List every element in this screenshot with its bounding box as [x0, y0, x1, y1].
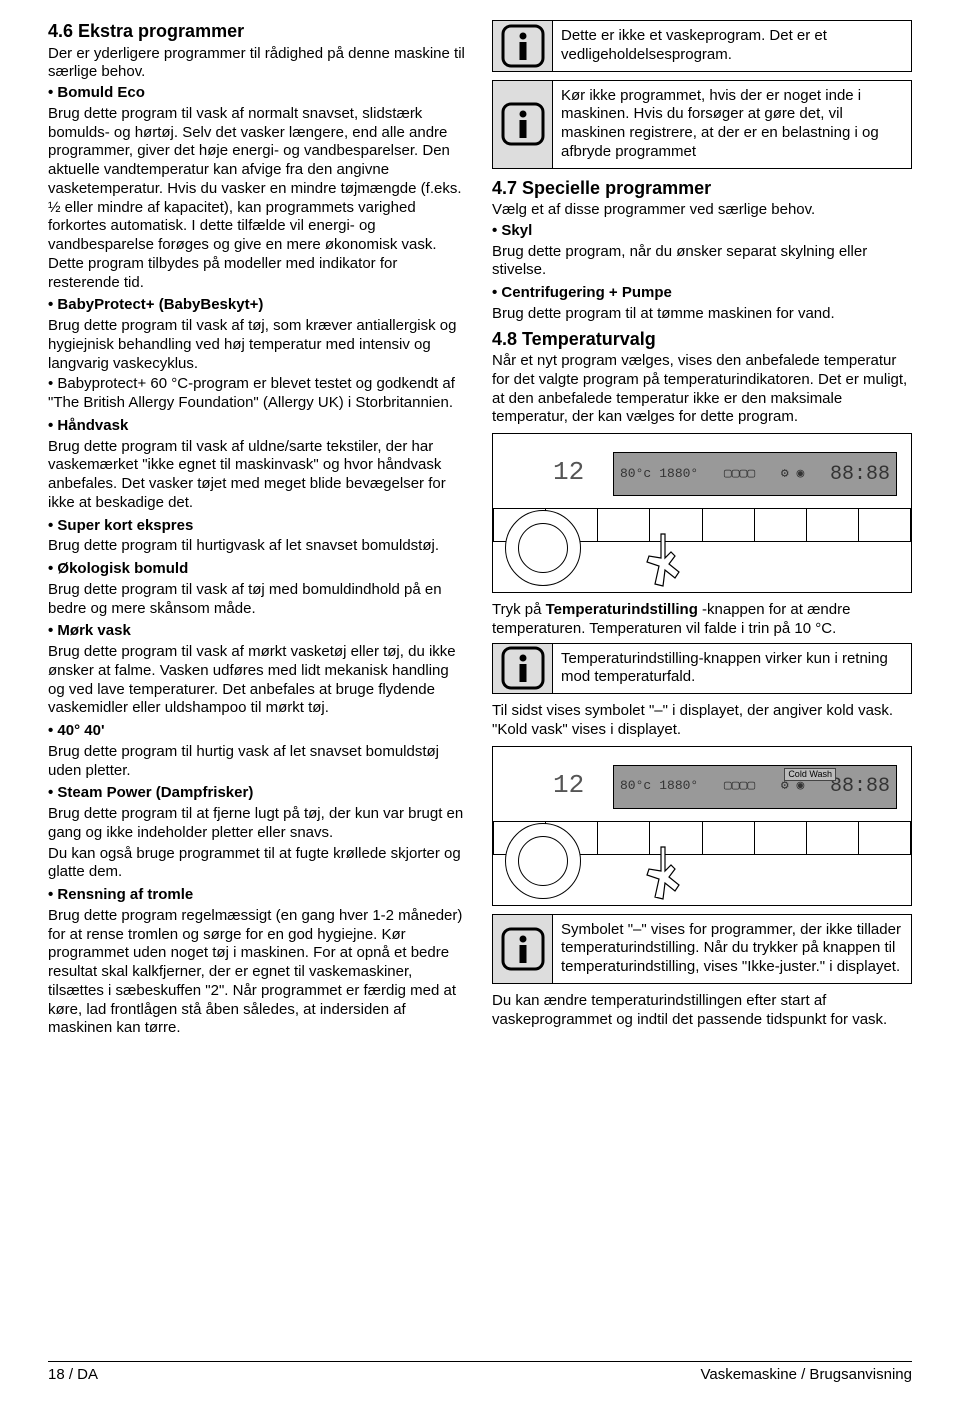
illustration-panel-2: 12 Cold Wash 80°c1880° ▢▢▢▢ ⚙ ◉ 88:88 — [492, 746, 912, 906]
end-paragraph: Du kan ændre temperaturindstillingen eft… — [492, 992, 912, 1030]
okologisk-bomuld-body: Brug dette program til vask af tøj med b… — [48, 581, 468, 619]
cold-wash-label: Cold Wash — [784, 768, 836, 781]
info-icon — [493, 915, 553, 983]
handvask-title: Håndvask — [48, 417, 468, 436]
bomuld-eco-title: Bomuld Eco — [48, 84, 468, 103]
info-text-1: Dette er ikke et vaskeprogram. Det er et… — [553, 21, 911, 71]
40-40-title: 40° 40' — [48, 722, 468, 741]
info-text-3: Temperaturindstilling-knappen virker kun… — [553, 644, 911, 694]
program-dial — [505, 823, 581, 899]
info-icon — [493, 21, 553, 71]
babyprotect-note: Babyprotect+ 60 °C-program er blevet tes… — [48, 375, 455, 411]
babyprotect-body: Brug dette program til vask af tøj, som … — [48, 317, 468, 373]
intro-4-7: Vælg et af disse programmer ved særlige … — [492, 201, 912, 220]
info-icon — [493, 81, 553, 168]
mork-vask-body: Brug dette program til vask af mørkt vas… — [48, 643, 468, 718]
illustration-panel-1: 12 80°c1880° ▢▢▢▢ ⚙ ◉ 88:88 — [492, 433, 912, 593]
intro-4-8: Når et nyt program vælges, vises den anb… — [492, 352, 912, 427]
babyprotect-title: BabyProtect+ (BabyBeskyt+) — [48, 296, 468, 315]
hand-pointer-icon — [641, 845, 685, 901]
steam-power-title: Steam Power (Dampfrisker) — [48, 784, 468, 803]
super-ekspres-body: Brug dette program til hurtigvask af let… — [48, 537, 468, 556]
program-dial — [505, 510, 581, 586]
after-info3: Til sidst vises symbolet "–" i displayet… — [492, 702, 912, 740]
doc-title: Vaskemaskine / Brugsanvisning — [701, 1366, 913, 1385]
skyl-body: Brug dette program, når du ønsker separa… — [492, 243, 912, 281]
super-ekspres-title: Super kort ekspres — [48, 517, 468, 536]
illus-twelve: 12 — [553, 456, 584, 489]
lcd-display-1: 80°c1880° ▢▢▢▢ ⚙ ◉ 88:88 — [613, 452, 897, 496]
centrifugering-title: Centrifugering + Pumpe — [492, 284, 912, 303]
lcd-display-2: Cold Wash 80°c1880° ▢▢▢▢ ⚙ ◉ 88:88 — [613, 765, 897, 809]
rensning-tromle-body: Brug dette program regelmæssigt (en gang… — [48, 907, 468, 1038]
info-box-2: Kør ikke programmet, hvis der er noget i… — [492, 80, 912, 169]
heading-4-7: 4.7 Specielle programmer — [492, 177, 912, 200]
info-box-4: Symbolet "–" vises for programmer, der i… — [492, 914, 912, 984]
steam-power-body-1: Brug dette program til at fjerne lugt på… — [48, 805, 468, 843]
page-number: 18 / DA — [48, 1366, 98, 1385]
intro-4-6: Der er yderligere programmer til rådighe… — [48, 45, 468, 83]
steam-power-body-2: Du kan også bruge programmet til at fugt… — [48, 845, 468, 883]
skyl-title: Skyl — [492, 222, 912, 241]
okologisk-bomuld-title: Økologisk bomuld — [48, 560, 468, 579]
hand-pointer-icon — [641, 532, 685, 588]
info-text-4: Symbolet "–" vises for programmer, der i… — [553, 915, 911, 983]
heading-4-8: 4.8 Temperaturvalg — [492, 328, 912, 351]
40-40-body: Brug dette program til hurtig vask af le… — [48, 743, 468, 781]
page-footer: 18 / DA Vaskemaskine / Brugsanvisning — [48, 1361, 912, 1385]
bomuld-eco-body: Brug dette program til vask af normalt s… — [48, 105, 468, 293]
illus-twelve: 12 — [553, 769, 584, 802]
handvask-body: Brug dette program til vask af uldne/sar… — [48, 438, 468, 513]
centrifugering-body: Brug dette program til at tømme maskinen… — [492, 305, 912, 324]
info-box-3: Temperaturindstilling-knappen virker kun… — [492, 643, 912, 695]
heading-4-6: 4.6 Ekstra programmer — [48, 20, 468, 43]
rensning-tromle-title: Rensning af tromle — [48, 886, 468, 905]
info-icon — [493, 644, 553, 694]
mork-vask-title: Mørk vask — [48, 622, 468, 641]
temp-instruction: Tryk på Temperaturindstilling -knappen f… — [492, 601, 912, 639]
info-box-1: Dette er ikke et vaskeprogram. Det er et… — [492, 20, 912, 72]
info-text-2: Kør ikke programmet, hvis der er noget i… — [553, 81, 911, 168]
